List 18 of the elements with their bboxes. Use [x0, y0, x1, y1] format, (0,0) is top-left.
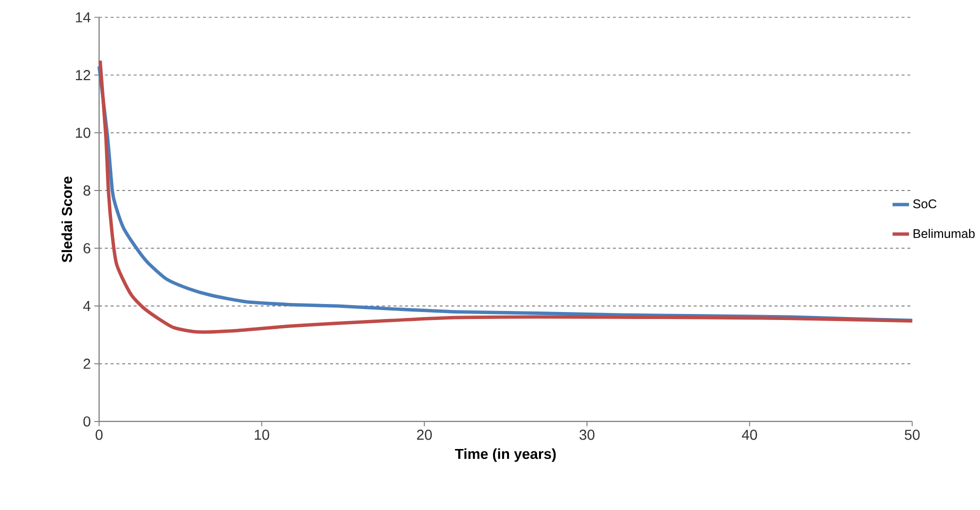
legend-label: SoC — [913, 199, 936, 208]
y-tick-label: 0 — [83, 416, 90, 427]
x-axis-title: Time (in years) — [455, 448, 556, 462]
y-tick-label: 12 — [76, 70, 90, 80]
x-tick-label: 10 — [254, 430, 270, 440]
legend-label: Belimumab — [914, 228, 975, 238]
y-tick-label: 8 — [84, 185, 90, 196]
x-tick-label: 50 — [904, 430, 920, 440]
y-tick-label: 2 — [84, 358, 90, 369]
x-tick-label: 0 — [96, 430, 103, 440]
x-tick-label: 30 — [579, 430, 594, 440]
y-tick-label: 14 — [76, 12, 90, 22]
y-tick-label: 6 — [84, 243, 90, 254]
y-tick-label: 10 — [76, 128, 90, 138]
y-tick-label: 4 — [83, 301, 90, 311]
x-tick-label: 20 — [417, 430, 432, 440]
y-axis-title: Sledai Score — [61, 176, 72, 262]
x-tick-label: 40 — [742, 430, 758, 440]
